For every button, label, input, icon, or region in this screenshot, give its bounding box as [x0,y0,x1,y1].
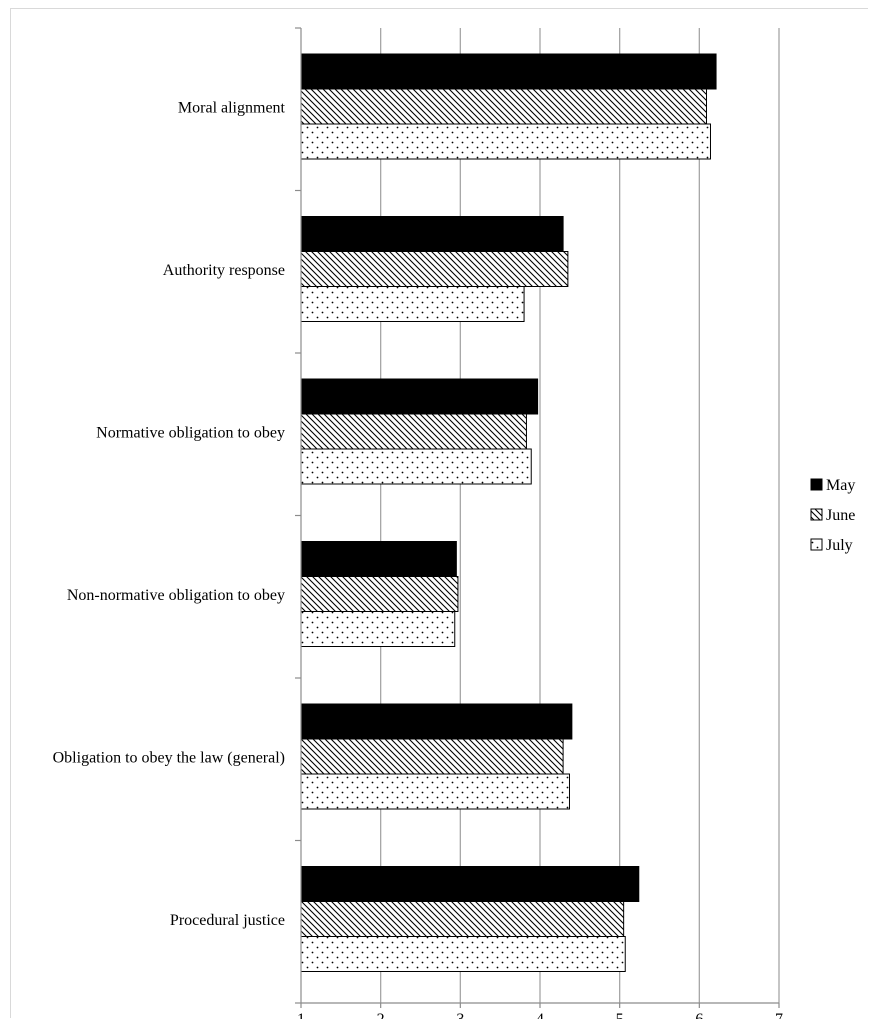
bar-june [300,576,459,612]
legend: May June July [810,477,855,554]
bar-june [300,251,569,287]
bar-july [300,611,456,647]
x-tick-label: 5 [616,1011,624,1019]
x-tick-label: 3 [456,1011,464,1019]
category-label: Authority response [163,262,285,279]
category-label: Non-normative obligation to obey [67,587,285,604]
bars [300,53,717,972]
bar-july [300,936,626,972]
bar-july [300,773,570,810]
gridlines [380,28,780,1003]
category-label: Normative obligation to obey [96,425,285,442]
bar-july [300,448,532,485]
category-label: Obligation to obey the law (general) [53,750,285,767]
legend-swatch-july [810,538,823,551]
bar-may [300,866,640,902]
bar-july [300,123,711,160]
bar-may [300,703,573,740]
bar-may [300,216,564,252]
x-tick-label: 4 [536,1011,544,1019]
x-tick-label: 1 [297,1011,305,1019]
legend-label-june: June [826,507,855,524]
bar-may [300,378,539,415]
category-label: Procedural justice [170,912,285,929]
category-labels: Moral alignment Authority response Normati… [53,100,286,930]
bar-july [300,286,525,322]
x-tick-label: 7 [775,1011,783,1019]
legend-swatch-june [810,508,823,521]
x-tick-label: 2 [377,1011,385,1019]
legend-label-may: May [826,477,855,494]
legend-swatch-may [810,478,823,491]
bar-june [300,901,625,937]
bar-may [300,541,457,577]
legend-label-july: July [826,537,853,554]
axes [295,27,780,1008]
bar-june [300,413,527,450]
x-tick-label: 6 [695,1011,703,1019]
chart-frame [10,8,868,1018]
category-label: Moral alignment [178,100,286,117]
bar-june [300,738,564,775]
tick-labels: 1 2 3 4 5 6 7 [297,1011,783,1024]
